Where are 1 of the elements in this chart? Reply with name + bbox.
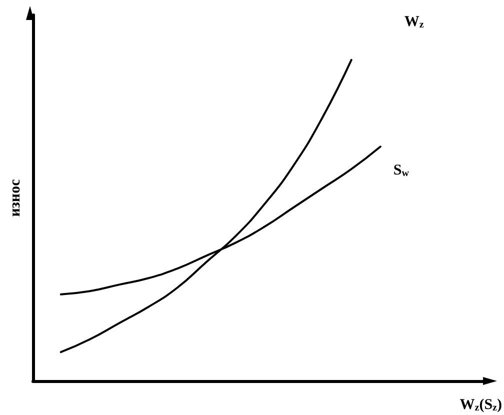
y-axis-title: износ	[8, 178, 24, 217]
